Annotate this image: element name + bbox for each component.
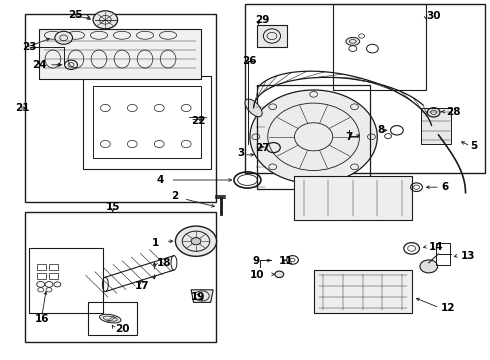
Text: 18: 18 xyxy=(157,258,172,268)
Circle shape xyxy=(275,271,284,278)
Text: 15: 15 xyxy=(105,202,120,212)
Text: 12: 12 xyxy=(441,303,456,313)
Circle shape xyxy=(250,90,377,184)
Text: 24: 24 xyxy=(32,60,47,70)
Text: 14: 14 xyxy=(429,242,443,252)
Bar xyxy=(245,4,485,173)
Text: 4: 4 xyxy=(157,175,164,185)
Text: 16: 16 xyxy=(34,314,49,324)
Text: 2: 2 xyxy=(172,191,179,201)
Text: 27: 27 xyxy=(255,143,270,153)
Text: 6: 6 xyxy=(441,182,448,192)
Text: 20: 20 xyxy=(115,324,130,334)
Ellipse shape xyxy=(346,37,360,45)
Circle shape xyxy=(175,226,217,256)
Text: 7: 7 xyxy=(345,132,353,142)
Text: 25: 25 xyxy=(69,10,83,20)
Text: 28: 28 xyxy=(446,107,461,117)
Text: 1: 1 xyxy=(152,238,159,248)
Circle shape xyxy=(432,129,447,140)
Bar xyxy=(294,176,412,220)
Bar xyxy=(257,25,287,47)
Text: 19: 19 xyxy=(191,292,206,302)
Circle shape xyxy=(420,260,438,273)
Text: 13: 13 xyxy=(461,251,475,261)
Text: 5: 5 xyxy=(470,141,478,151)
Text: 9: 9 xyxy=(252,256,260,266)
Text: 23: 23 xyxy=(22,42,37,52)
Text: 21: 21 xyxy=(15,103,29,113)
Ellipse shape xyxy=(245,99,262,117)
Bar xyxy=(314,270,412,313)
Bar xyxy=(421,108,451,144)
Text: 11: 11 xyxy=(279,256,294,266)
Text: 29: 29 xyxy=(255,15,269,25)
Text: 8: 8 xyxy=(377,125,385,135)
Text: 17: 17 xyxy=(135,281,149,291)
Circle shape xyxy=(93,11,118,29)
Text: 26: 26 xyxy=(243,56,257,66)
Ellipse shape xyxy=(99,314,121,323)
Circle shape xyxy=(191,238,201,245)
Bar xyxy=(24,14,216,202)
Bar xyxy=(37,273,46,279)
Bar xyxy=(83,76,211,169)
Text: 10: 10 xyxy=(250,270,265,280)
Bar xyxy=(37,264,46,270)
Text: 3: 3 xyxy=(238,148,245,158)
Bar xyxy=(39,29,201,79)
Bar xyxy=(49,264,58,270)
Polygon shape xyxy=(191,290,213,302)
Bar xyxy=(436,243,450,265)
Bar xyxy=(93,86,201,158)
Bar xyxy=(88,302,137,335)
Bar xyxy=(49,273,58,279)
Bar xyxy=(29,248,103,313)
Text: 22: 22 xyxy=(191,116,206,126)
Circle shape xyxy=(55,31,73,44)
Bar xyxy=(333,4,426,90)
Bar xyxy=(257,85,370,189)
Bar xyxy=(24,212,216,342)
Text: 30: 30 xyxy=(426,11,441,21)
